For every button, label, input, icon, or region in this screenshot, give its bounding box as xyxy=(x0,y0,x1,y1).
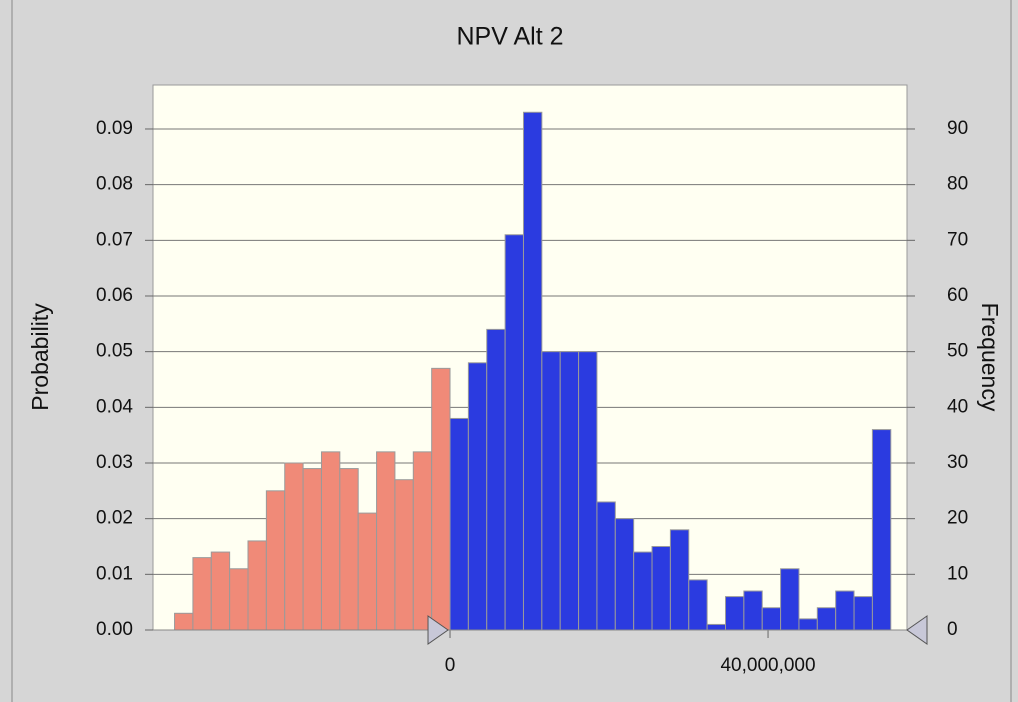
bar xyxy=(743,590,763,631)
y2-tick-label: 80 xyxy=(947,174,968,195)
y-tick-label: 0.07 xyxy=(96,229,133,250)
y2-tick-label: 20 xyxy=(947,508,968,529)
bar xyxy=(467,362,488,631)
y2-tick-label: 30 xyxy=(947,452,968,473)
bar xyxy=(706,623,726,631)
bar xyxy=(320,451,341,631)
certainty-grabber xyxy=(906,615,928,645)
y-tick-label: 0.09 xyxy=(96,118,133,139)
bar xyxy=(871,429,892,631)
bar xyxy=(210,551,231,631)
bar xyxy=(174,612,194,631)
y-tick-label: 0.02 xyxy=(96,508,133,529)
bar xyxy=(688,579,708,631)
bar xyxy=(412,451,433,631)
x-tick-label: 40,000,000 xyxy=(720,655,815,676)
bar xyxy=(780,568,800,631)
bar xyxy=(651,545,671,631)
bar xyxy=(247,540,267,631)
bar xyxy=(853,596,873,631)
y-tick-label: 0.08 xyxy=(96,174,133,195)
bar xyxy=(541,351,561,631)
y-axis-title: Probability xyxy=(27,303,53,411)
bar xyxy=(376,451,396,631)
bar xyxy=(724,596,745,631)
bar xyxy=(229,568,249,631)
y-tick-label: 0.05 xyxy=(96,341,133,362)
bar xyxy=(559,351,580,631)
bar xyxy=(192,557,212,631)
y2-tick-label: 10 xyxy=(947,563,968,584)
bar xyxy=(596,501,616,631)
y-tick-label: 0.00 xyxy=(96,619,133,640)
bar xyxy=(486,328,506,631)
y2-tick-label: 90 xyxy=(947,118,968,139)
y-tick-label: 0.06 xyxy=(96,285,133,306)
y2-tick-label: 0 xyxy=(947,619,958,640)
bar xyxy=(284,462,304,631)
bar xyxy=(449,417,469,631)
y2-tick-label: 60 xyxy=(947,285,968,306)
y-tick-label: 0.03 xyxy=(96,452,133,473)
bar xyxy=(302,468,322,631)
y-tick-label: 0.04 xyxy=(96,396,133,417)
bar xyxy=(394,479,414,631)
bar xyxy=(265,490,286,631)
bar xyxy=(578,351,598,631)
certainty-grabber xyxy=(427,615,449,645)
bar xyxy=(669,529,690,631)
x-tick-label: 0 xyxy=(445,655,456,676)
y-tick-label: 0.01 xyxy=(96,563,133,584)
y2-tick-label: 40 xyxy=(947,396,968,417)
bar xyxy=(798,618,818,631)
bar xyxy=(357,512,378,631)
bar xyxy=(431,367,451,631)
bar xyxy=(339,468,359,631)
bar xyxy=(614,518,635,631)
y2-tick-label: 50 xyxy=(947,341,968,362)
bar xyxy=(522,111,543,631)
bar xyxy=(761,607,782,631)
bar xyxy=(835,590,855,631)
bar xyxy=(633,551,653,631)
y2-axis-title: Frequency xyxy=(977,303,1003,412)
chart-title: NPV Alt 2 xyxy=(457,23,564,51)
y2-tick-label: 70 xyxy=(947,229,968,250)
bar xyxy=(504,234,524,631)
bar xyxy=(816,607,837,631)
